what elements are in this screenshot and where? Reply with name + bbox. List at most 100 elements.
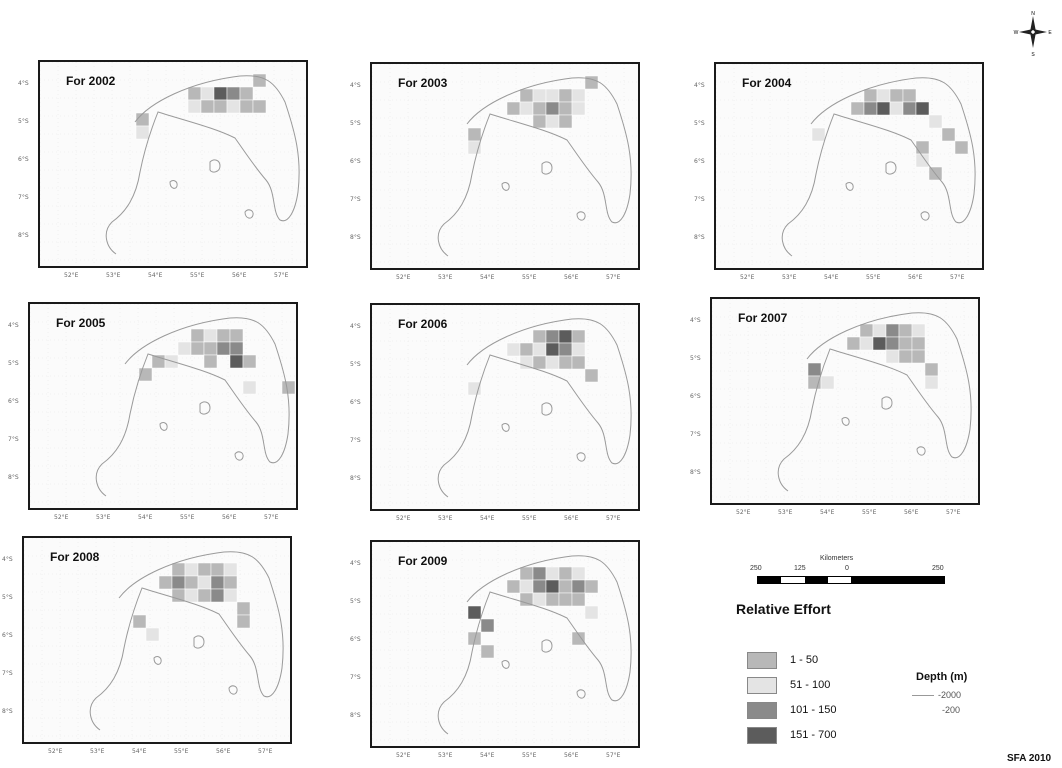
effort-cell — [545, 592, 560, 607]
map-frame: For 2009 — [370, 540, 640, 748]
effort-cell — [915, 140, 930, 155]
legend-label: 1 - 50 — [790, 654, 819, 666]
depth-contour — [89, 551, 284, 731]
effort-cell — [210, 562, 225, 577]
effort-cell — [571, 566, 586, 581]
map-frame: For 2004 — [714, 62, 984, 270]
latitude-tick-label: 8°S — [350, 234, 361, 241]
effort-cell — [872, 323, 887, 338]
latitude-tick-label: 4°S — [2, 556, 13, 563]
effort-cell — [184, 575, 199, 590]
island-outline — [841, 396, 926, 456]
effort-cell — [203, 341, 218, 356]
longitude-tick-label: 56°E — [564, 274, 579, 281]
effort-cell — [807, 362, 822, 377]
latitude-tick-label: 7°S — [694, 196, 705, 203]
map-canvas — [712, 299, 978, 503]
map-canvas — [372, 64, 638, 268]
effort-cell — [863, 88, 878, 103]
effort-cell — [532, 329, 547, 344]
effort-cell — [571, 631, 586, 646]
latitude-tick-label: 4°S — [18, 80, 29, 87]
effort-cell — [859, 336, 874, 351]
effort-cell — [197, 575, 212, 590]
longitude-tick-label: 53°E — [438, 752, 453, 759]
latitude-tick-label: 7°S — [350, 196, 361, 203]
effort-cell — [558, 342, 573, 357]
effort-cell — [213, 99, 228, 114]
longitude-tick-label: 56°E — [908, 274, 923, 281]
effort-cell — [872, 336, 887, 351]
effort-cell — [584, 579, 599, 594]
panel-title: For 2008 — [50, 550, 100, 564]
longitude-tick-label: 54°E — [132, 748, 147, 755]
legend-label: 51 - 100 — [790, 679, 831, 691]
effort-cell — [242, 354, 257, 369]
latitude-tick-label: 7°S — [18, 194, 29, 201]
longitude-tick-label: 53°E — [778, 509, 793, 516]
map-canvas — [372, 305, 638, 509]
longitude-tick-label: 55°E — [522, 274, 537, 281]
effort-cell — [252, 99, 267, 114]
effort-cell — [216, 328, 231, 343]
island-outline — [169, 159, 254, 219]
effort-cell — [846, 336, 861, 351]
effort-cell — [889, 101, 904, 116]
depth-legend-title: Depth (m) — [916, 671, 968, 683]
effort-cell — [558, 114, 573, 129]
longitude-tick-label: 53°E — [438, 515, 453, 522]
latitude-tick-label: 7°S — [350, 674, 361, 681]
effort-cell — [519, 88, 534, 103]
effort-cell — [281, 380, 296, 395]
latitude-tick-label: 8°S — [694, 234, 705, 241]
latitude-tick-label: 5°S — [350, 120, 361, 127]
depth-legend-label: -200 — [942, 705, 961, 715]
latitude-tick-label: 8°S — [8, 474, 19, 481]
effort-cell — [885, 349, 900, 364]
effort-cell — [223, 588, 238, 603]
effort-cell — [197, 562, 212, 577]
island-outline — [501, 161, 586, 221]
panel-title: For 2007 — [738, 311, 788, 325]
credit-label: SFA 2010 — [1007, 753, 1052, 764]
effort-cell — [229, 354, 244, 369]
depth-legend-item: -200 — [942, 705, 960, 715]
compass-east-label: E — [1048, 30, 1052, 36]
latitude-tick-label: 5°S — [18, 118, 29, 125]
legend-swatch — [747, 652, 777, 669]
longitude-tick-label: 55°E — [522, 752, 537, 759]
island-outline — [153, 635, 238, 695]
effort-cell — [171, 575, 186, 590]
latitude-tick-label: 5°S — [350, 598, 361, 605]
latitude-tick-label: 8°S — [350, 475, 361, 482]
effort-cell — [158, 575, 173, 590]
effort-cell — [135, 125, 150, 140]
longitude-tick-label: 56°E — [564, 515, 579, 522]
effort-cell — [558, 88, 573, 103]
effort-cell — [519, 566, 534, 581]
effort-cell — [915, 101, 930, 116]
latitude-tick-label: 6°S — [18, 156, 29, 163]
longitude-tick-label: 54°E — [138, 514, 153, 521]
longitude-tick-label: 55°E — [180, 514, 195, 521]
effort-cell — [807, 375, 822, 390]
longitude-tick-label: 52°E — [740, 274, 755, 281]
latitude-tick-label: 6°S — [694, 158, 705, 165]
depth-legend-label: -2000 — [938, 690, 962, 700]
latitude-tick-label: 4°S — [690, 317, 701, 324]
latitude-tick-label: 4°S — [350, 82, 361, 89]
effort-cell — [545, 114, 560, 129]
effort-cell — [954, 140, 969, 155]
effort-cell — [480, 644, 495, 659]
depth-legend-item: -2000 — [912, 690, 961, 700]
effort-cell — [820, 375, 835, 390]
effort-cell — [545, 88, 560, 103]
depth-contour — [781, 77, 976, 257]
latitude-tick-label: 4°S — [8, 322, 19, 329]
effort-cell — [898, 323, 913, 338]
effort-cell — [216, 341, 231, 356]
effort-cell — [584, 75, 599, 90]
latitude-tick-label: 5°S — [350, 361, 361, 368]
effort-cell — [898, 336, 913, 351]
compass-rose-icon: N S E W — [1014, 11, 1053, 58]
